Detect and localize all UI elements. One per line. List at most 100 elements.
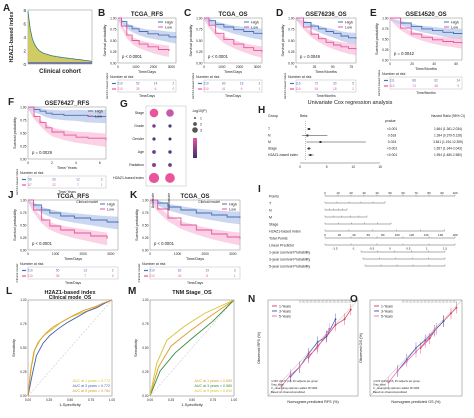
nomogram-row-label: Points bbox=[269, 194, 279, 198]
legend-label: Low bbox=[451, 26, 458, 30]
y-tick-label: 0.25 bbox=[142, 370, 148, 374]
risk-count: 9 bbox=[457, 84, 459, 88]
forest-tick: 5 bbox=[326, 165, 328, 169]
nomogram-total-tick: 100 bbox=[395, 233, 400, 237]
dot-marker bbox=[152, 150, 156, 154]
y-tick-label: 1.00 bbox=[20, 198, 27, 202]
y-tick-label: 0.75 bbox=[110, 28, 117, 32]
forest-group: Stage bbox=[268, 147, 277, 151]
size-legend-dot bbox=[193, 122, 197, 126]
risk-count: 13 bbox=[83, 269, 87, 273]
risk-count: 116 bbox=[295, 87, 300, 91]
y-tick-label: 0.50 bbox=[196, 39, 203, 43]
calibration-note: Gray: ideal bbox=[271, 383, 284, 387]
calibration-note: n=367 d=177 p=5, 46 subjects per group bbox=[271, 379, 318, 383]
y-tick-label: 1.00 bbox=[382, 16, 389, 20]
ci-band-high bbox=[204, 18, 262, 40]
risk-count: 111 bbox=[390, 79, 395, 83]
risk-table-title: Number at risk bbox=[20, 171, 44, 175]
risk-table-frame bbox=[203, 79, 263, 93]
risk-count: 3 bbox=[234, 269, 236, 273]
y-axis-label: Survival probability bbox=[13, 209, 17, 241]
size-legend-label: 2 bbox=[200, 123, 202, 127]
risk-table-frame bbox=[27, 175, 107, 189]
legend-label: High bbox=[451, 21, 459, 25]
panel-letter-e: E bbox=[370, 8, 377, 19]
forest-pvalue: <0.001 bbox=[387, 147, 398, 151]
y-tick-label: 0.00 bbox=[20, 248, 27, 252]
forest-title: Univariate Cox regression analysis bbox=[308, 100, 393, 106]
legend-label: 3-Years bbox=[381, 309, 393, 313]
dot-row-label: Radiation bbox=[129, 163, 144, 167]
x-tick-label: 25 bbox=[313, 65, 317, 69]
risk-table-xlabel: Time/Months bbox=[316, 94, 336, 98]
risk-table-xlabel: Time/Days bbox=[139, 94, 155, 98]
nomogram-lp-tick: -1 bbox=[352, 247, 355, 251]
km-curve-low bbox=[118, 17, 170, 52]
x-axis-label: Time/Months bbox=[315, 70, 337, 74]
risk-count: 110 bbox=[389, 84, 394, 88]
x-tick-label: 0 bbox=[203, 65, 205, 69]
x-tick-label: 0.50 bbox=[67, 398, 73, 402]
y-tick-label: 0.00 bbox=[196, 61, 203, 65]
ci-band-high bbox=[28, 200, 118, 230]
risk-count: 60 bbox=[222, 82, 226, 86]
legend-label: 1-Years bbox=[279, 304, 291, 308]
panel-letter-l: L bbox=[6, 286, 12, 297]
y-tick-label: 0.75 bbox=[196, 28, 203, 32]
legend-label: Low bbox=[251, 26, 258, 30]
nomogram-total-tick: 40 bbox=[352, 233, 356, 237]
legend-label: Low bbox=[165, 26, 172, 30]
x-tick-label: 0 bbox=[117, 65, 119, 69]
forest-pvalue: <0.001 bbox=[387, 127, 398, 131]
dot-plot-frame bbox=[145, 105, 187, 187]
roc-curve bbox=[27, 299, 113, 397]
x-tick-label: 2 bbox=[51, 161, 53, 165]
calibration-note: n=373 d=130 p=5, 46 subjects per group bbox=[373, 379, 420, 383]
nomogram-total-tick: 20 bbox=[338, 233, 342, 237]
risk-count: 48 bbox=[434, 84, 438, 88]
risk-count: 12 bbox=[76, 178, 80, 182]
legend-caption: Clinical model bbox=[76, 200, 98, 204]
forest-tick: 10 bbox=[352, 165, 356, 169]
nomogram-points-tick: 0 bbox=[324, 191, 326, 195]
y-axis-label: Survival probability bbox=[281, 24, 285, 56]
risk-table-ylabel: H2AZ1-based index bbox=[191, 72, 195, 99]
nomogram-row-label: M bbox=[269, 215, 272, 219]
p-value: p = 0.0042 bbox=[394, 51, 415, 56]
nomogram-lp-tick: -1.5 bbox=[332, 247, 338, 251]
y-tick-label: 0.75 bbox=[20, 322, 26, 326]
x-tick-label: 1000 bbox=[52, 252, 60, 256]
legend-label: High bbox=[165, 21, 173, 25]
y-tick-label: 1.00 bbox=[20, 105, 27, 109]
dot-row-label: Gender bbox=[132, 137, 145, 141]
roc-curve bbox=[149, 299, 235, 397]
nomogram-row-label: T bbox=[269, 201, 272, 205]
y-tick-label: 6 bbox=[23, 22, 26, 27]
x-tick-label: 1000 bbox=[218, 65, 226, 69]
km-title: TCGA_OS bbox=[218, 12, 247, 18]
x-tick-label: 0.75 bbox=[88, 398, 94, 402]
x-tick-label: 0 bbox=[27, 252, 29, 256]
ci-band-low bbox=[28, 200, 108, 246]
risk-count: 7 bbox=[84, 274, 86, 278]
km-curve-low bbox=[150, 199, 241, 239]
x-tick-label: 0 bbox=[27, 161, 29, 165]
y-axis-label: Survival probability bbox=[13, 117, 17, 149]
legend-label: 5-Years bbox=[279, 314, 291, 318]
dot-col-label: Univariate bbox=[151, 193, 155, 208]
calibration-curve bbox=[308, 309, 352, 358]
forest-point bbox=[309, 154, 312, 156]
x-tick-label: 2000 bbox=[202, 252, 210, 256]
x-tick-label: 0.50 bbox=[189, 398, 195, 402]
risk-table-xlabel: Time/ Years bbox=[58, 190, 76, 194]
x-axis-label: Nomogram-predicted RFS (%) bbox=[287, 400, 339, 404]
nomogram-lp-tick: 1 bbox=[426, 247, 428, 251]
nomogram-points-tick: 90 bbox=[440, 191, 444, 195]
dot-legend-title: -log10(P) bbox=[192, 109, 207, 113]
nomogram-points-tick: 10 bbox=[336, 191, 340, 195]
y-tick-label: 0.75 bbox=[382, 27, 389, 31]
risk-count: 22 bbox=[52, 183, 56, 187]
x-tick-label: 0.00 bbox=[25, 398, 31, 402]
risk-table-xlabel: Time/Days bbox=[225, 94, 241, 98]
